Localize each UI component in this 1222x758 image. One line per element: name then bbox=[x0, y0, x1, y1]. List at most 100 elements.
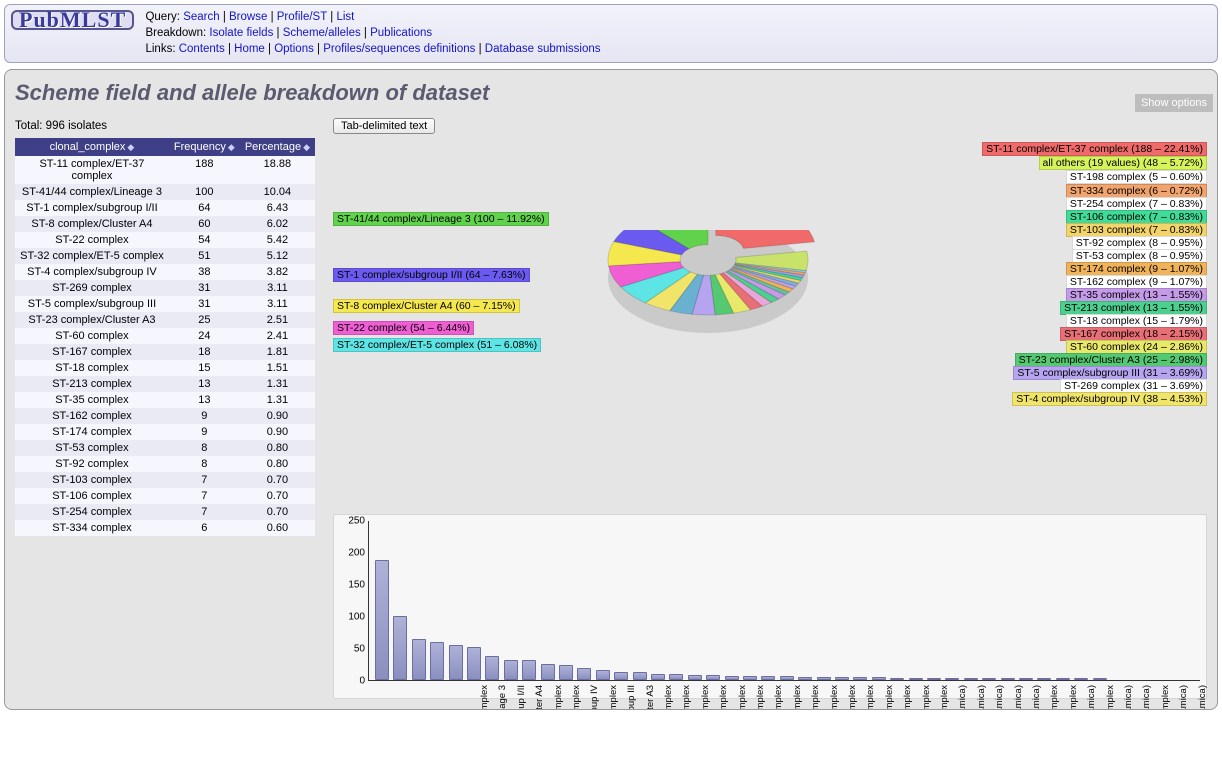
table-row: ST-53 complex80.80 bbox=[15, 440, 315, 456]
pie-label: ST-92 complex (8 – 0.95%) bbox=[1072, 236, 1207, 250]
cell: ST-23 complex/Cluster A3 bbox=[15, 312, 169, 328]
bar bbox=[1001, 678, 1015, 680]
cell: ST-213 complex bbox=[15, 376, 169, 392]
pie-label: ST-23 complex/Cluster A3 (25 – 2.98%) bbox=[1015, 353, 1207, 367]
cell: 13 bbox=[169, 392, 240, 408]
nav-link[interactable]: Scheme/alleles bbox=[283, 27, 361, 39]
nav-link[interactable]: Profiles/sequences definitions bbox=[323, 43, 475, 55]
x-tick-label: 0 complex bbox=[1105, 685, 1116, 710]
pie-label: ST-4 complex/subgroup IV (38 – 4.53%) bbox=[1012, 392, 1207, 406]
x-tick-label: 3 complex bbox=[829, 685, 840, 710]
cell: ST-35 complex bbox=[15, 392, 169, 408]
cell: 5.42 bbox=[240, 232, 315, 248]
cell: 18 bbox=[169, 344, 240, 360]
bar bbox=[743, 676, 757, 680]
nav-link[interactable]: Profile/ST bbox=[277, 11, 327, 23]
y-tick-label: 150 bbox=[337, 580, 365, 591]
x-tick-label: 8 complex bbox=[700, 685, 711, 710]
nav-link[interactable]: Options bbox=[274, 43, 314, 55]
nav-link[interactable]: Browse bbox=[229, 11, 267, 23]
bar bbox=[559, 665, 573, 680]
cell: 31 bbox=[169, 280, 240, 296]
nav-link[interactable]: Search bbox=[183, 11, 219, 23]
col-header[interactable]: clonal_complex◆ bbox=[15, 138, 169, 156]
bar bbox=[485, 656, 499, 680]
nav-link[interactable]: Database submissions bbox=[485, 43, 601, 55]
freq-table: clonal_complex◆Frequency◆Percentage◆ ST-… bbox=[15, 138, 315, 536]
cell: 9 bbox=[169, 408, 240, 424]
x-tick-label: (lactamica) bbox=[1123, 685, 1134, 710]
bar bbox=[890, 678, 904, 680]
pie-label: ST-167 complex (18 – 2.15%) bbox=[1060, 327, 1207, 341]
table-row: ST-18 complex151.51 bbox=[15, 360, 315, 376]
cell: 5.12 bbox=[240, 248, 315, 264]
nav-link[interactable]: List bbox=[336, 11, 354, 23]
pie-label: ST-35 complex (13 – 1.55%) bbox=[1066, 288, 1207, 302]
table-body: ST-11 complex/ET-37 complex18818.88ST-41… bbox=[15, 156, 315, 536]
bar-chart: 05010015020025037 complexx/Lineage 3ubgr… bbox=[333, 514, 1207, 699]
cell: ST-41/44 complex/Lineage 3 bbox=[15, 184, 169, 200]
x-tick-label: 9 complex bbox=[608, 685, 619, 710]
cell: 0.70 bbox=[240, 472, 315, 488]
table-row: ST-103 complex70.70 bbox=[15, 472, 315, 488]
bar bbox=[430, 642, 444, 680]
logo[interactable]: PubMLST bbox=[11, 10, 134, 30]
pie-chart: ST-41/44 complex/Lineage 3 (100 – 11.92%… bbox=[333, 140, 1207, 510]
cell: ST-92 complex bbox=[15, 456, 169, 472]
cell: 100 bbox=[169, 184, 240, 200]
nav-link[interactable]: Home bbox=[234, 43, 265, 55]
cell: 31 bbox=[169, 296, 240, 312]
topbar-lines: Query: Search | Browse | Profile/ST | Li… bbox=[145, 9, 600, 57]
bar bbox=[633, 672, 647, 680]
bar bbox=[1019, 678, 1033, 680]
pie-label: ST-11 complex/ET-37 complex (188 – 22.41… bbox=[982, 142, 1207, 156]
nav-link[interactable]: Contents bbox=[179, 43, 225, 55]
cell: 0.70 bbox=[240, 504, 315, 520]
cell: 1.51 bbox=[240, 360, 315, 376]
x-tick-label: 5 complex bbox=[737, 685, 748, 710]
bar bbox=[853, 677, 867, 680]
pie-label: ST-8 complex/Cluster A4 (60 – 7.15%) bbox=[333, 299, 520, 313]
bar bbox=[688, 675, 702, 680]
x-tick-label: (lactamica) bbox=[1178, 685, 1189, 710]
cell: 7 bbox=[169, 504, 240, 520]
x-tick-label: 6 complex bbox=[939, 685, 950, 710]
nav-link[interactable]: Isolate fields bbox=[209, 27, 273, 39]
x-tick-label: /Cluster A3 bbox=[645, 685, 656, 710]
x-tick-label: x/Lineage 3 bbox=[497, 685, 508, 710]
x-tick-label: 2 complex bbox=[810, 685, 821, 710]
table-row: ST-23 complex/Cluster A3252.51 bbox=[15, 312, 315, 328]
cell: 0.90 bbox=[240, 408, 315, 424]
table-row: ST-60 complex242.41 bbox=[15, 328, 315, 344]
bar bbox=[817, 677, 831, 680]
pie-label: ST-18 complex (15 – 1.79%) bbox=[1066, 314, 1207, 328]
right-column: Tab-delimited text ST-41/44 complex/Line… bbox=[333, 110, 1207, 699]
pie-label: ST-269 complex (31 – 3.69%) bbox=[1060, 379, 1207, 393]
cell: 0.90 bbox=[240, 424, 315, 440]
total-line: Total: 996 isolates bbox=[15, 120, 315, 132]
tab-delimited-button[interactable]: Tab-delimited text bbox=[333, 118, 435, 134]
pie-label: ST-162 complex (9 – 1.07%) bbox=[1066, 275, 1207, 289]
cell: 13 bbox=[169, 376, 240, 392]
main-panel: Scheme field and allele breakdown of dat… bbox=[4, 69, 1218, 710]
cell: 0.60 bbox=[240, 520, 315, 536]
nav-link[interactable]: Publications bbox=[370, 27, 432, 39]
x-tick-label: /Cluster A4 bbox=[534, 685, 545, 710]
table-row: ST-22 complex545.42 bbox=[15, 232, 315, 248]
show-options-button[interactable]: Show options bbox=[1135, 94, 1213, 112]
bar bbox=[1093, 678, 1107, 680]
bar bbox=[522, 660, 536, 680]
col-header[interactable]: Percentage◆ bbox=[240, 138, 315, 156]
table-row: ST-106 complex70.70 bbox=[15, 488, 315, 504]
bar bbox=[393, 616, 407, 680]
table-row: ST-5 complex/subgroup III313.11 bbox=[15, 296, 315, 312]
cell: 15 bbox=[169, 360, 240, 376]
x-tick-label: ubgroup I/II bbox=[516, 685, 527, 710]
col-header[interactable]: Frequency◆ bbox=[169, 138, 240, 156]
bar bbox=[596, 670, 610, 680]
bar bbox=[651, 674, 665, 680]
panel-titlebar: Scheme field and allele breakdown of dat… bbox=[5, 70, 1217, 110]
bar bbox=[1037, 678, 1051, 680]
pie-label: ST-198 complex (5 – 0.60%) bbox=[1066, 170, 1207, 184]
left-column: Total: 996 isolates clonal_complex◆Frequ… bbox=[15, 110, 315, 699]
